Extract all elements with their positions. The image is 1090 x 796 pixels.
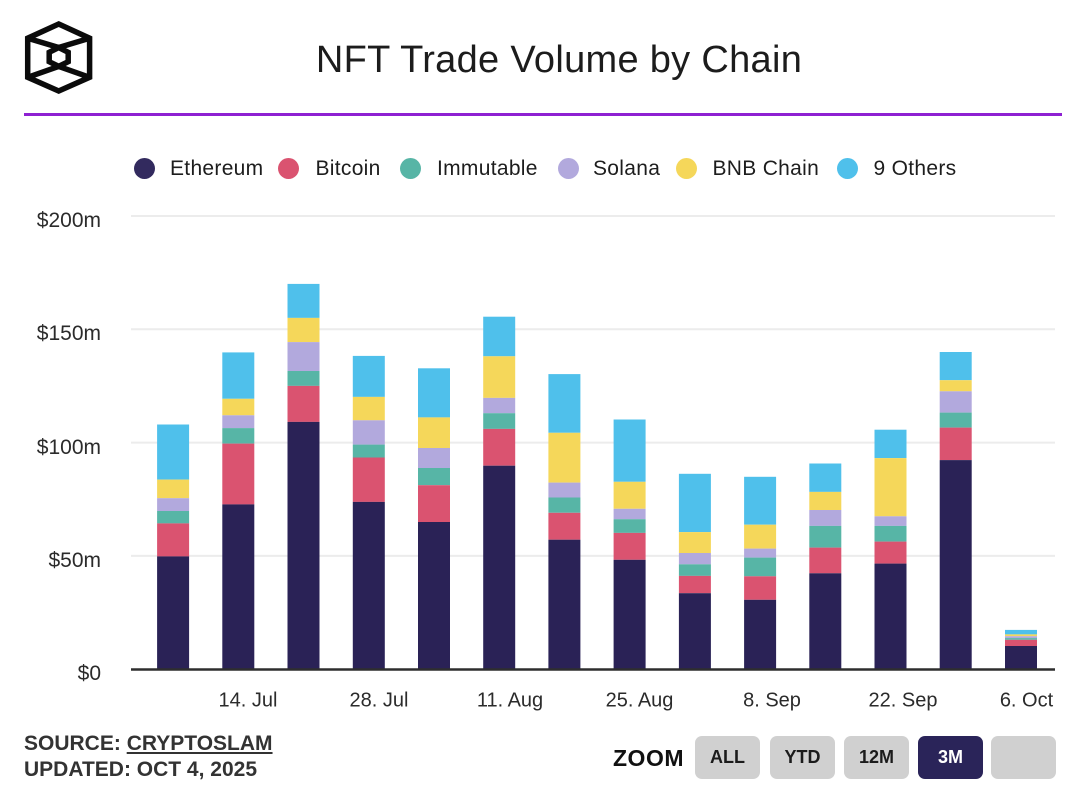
svg-text:28. Jul: 28. Jul bbox=[350, 690, 409, 712]
svg-text:6. Oct: 6. Oct bbox=[1000, 690, 1054, 712]
svg-text:$0: $0 bbox=[78, 662, 101, 685]
svg-text:11. Aug: 11. Aug bbox=[477, 690, 543, 712]
svg-text:8. Sep: 8. Sep bbox=[743, 690, 801, 712]
svg-text:25. Aug: 25. Aug bbox=[606, 690, 674, 712]
svg-text:$200m: $200m bbox=[37, 209, 101, 232]
svg-text:$150m: $150m bbox=[37, 322, 101, 345]
svg-text:$50m: $50m bbox=[48, 549, 101, 572]
svg-text:$100m: $100m bbox=[37, 436, 101, 459]
svg-text:22. Sep: 22. Sep bbox=[869, 690, 938, 712]
svg-text:14. Jul: 14. Jul bbox=[219, 690, 278, 712]
